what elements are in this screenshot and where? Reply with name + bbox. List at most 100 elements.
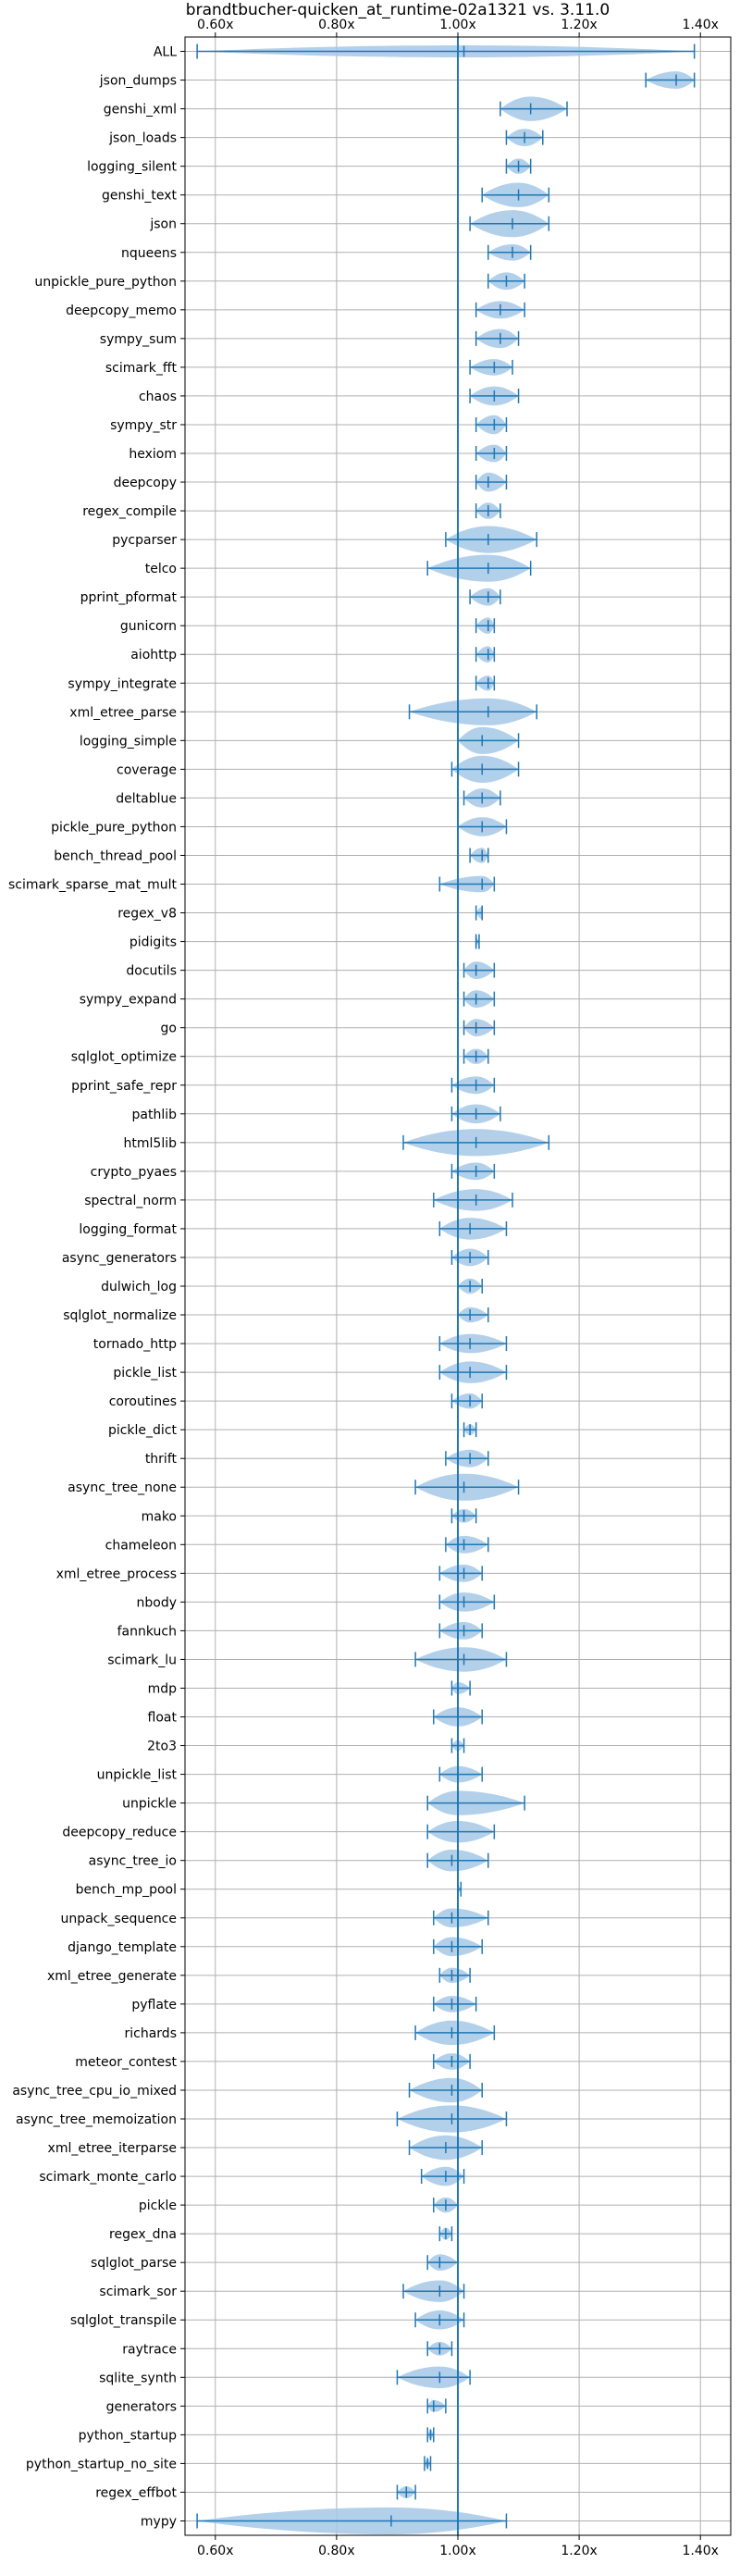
benchmark-label: mypy: [141, 2514, 177, 2529]
benchmark-label: pathlib: [132, 1108, 178, 1122]
benchmark-label: unpickle_list: [97, 1768, 178, 1783]
benchmark-label: pickle: [139, 2198, 177, 2213]
x-tick-label-top: 1.20x: [561, 18, 597, 32]
benchmark-label: json: [149, 217, 177, 232]
benchmark-label: scimark_sparse_mat_mult: [8, 878, 177, 893]
benchmark-label: telco: [145, 562, 177, 576]
benchmark-label: generators: [106, 2399, 177, 2414]
benchmark-label: deepcopy_memo: [66, 303, 177, 318]
benchmark-label: pickle_list: [113, 1366, 177, 1381]
x-tick-label-bottom: 1.00x: [439, 2544, 475, 2558]
benchmark-label: sympy_sum: [100, 332, 177, 347]
benchmark-label: pycparser: [112, 533, 177, 548]
benchmark-label: sqlglot_optimize: [71, 1050, 177, 1065]
benchmark-label: django_template: [68, 1940, 177, 1955]
x-tick-label-top: 0.80x: [318, 18, 354, 32]
benchmark-label: logging_format: [79, 1222, 177, 1237]
benchmark-label: sqlglot_normalize: [63, 1308, 177, 1323]
benchmark-label: genshi_xml: [104, 103, 177, 118]
benchmark-label: sqlglot_parse: [91, 2256, 177, 2271]
benchmark-label: chaos: [139, 390, 177, 404]
benchmark-label: xml_etree_process: [56, 1567, 177, 1581]
benchmark-label: unpack_sequence: [61, 1912, 177, 1926]
benchmark-label: 2to3: [147, 1740, 177, 1754]
benchmark-label: sympy_expand: [80, 993, 177, 1008]
benchmark-label: mako: [142, 1509, 177, 1524]
benchmark-label: coverage: [117, 762, 177, 777]
x-tick-label-bottom: 0.80x: [318, 2544, 354, 2558]
benchmark-label: raytrace: [122, 2342, 177, 2357]
benchmark-label: scimark_monte_carlo: [39, 2170, 177, 2185]
x-tick-label-bottom: 0.60x: [197, 2544, 233, 2558]
benchmark-label: sympy_integrate: [68, 676, 177, 691]
benchmark-label: go: [161, 1022, 177, 1036]
benchmark-label: aiohttp: [130, 648, 177, 663]
benchmark-label: regex_v8: [117, 907, 177, 922]
benchmark-label: tornado_http: [93, 1337, 177, 1352]
benchmark-label: html5lib: [124, 1136, 178, 1151]
benchmark-label: regex_dna: [109, 2227, 177, 2242]
benchmark-label: coroutines: [109, 1394, 177, 1409]
benchmark-label: async_tree_none: [68, 1480, 177, 1495]
benchmark-label: regex_compile: [82, 504, 177, 519]
x-tick-label-bottom: 1.20x: [561, 2544, 597, 2558]
x-tick-label-top: 1.40x: [682, 18, 718, 32]
label-layer: 0.60x 0.60x 0.80x 0.80x 1.00x 1.00x 1.20x 1.20x…: [8, 18, 719, 2558]
x-tick-label-top: 1.00x: [439, 18, 475, 32]
benchmark-label: sympy_str: [110, 418, 177, 433]
plot-frame: [184, 36, 732, 2536]
benchmark-label: sqlite_synth: [99, 2371, 177, 2385]
benchmark-label: unpickle_pure_python: [34, 275, 177, 290]
benchmark-label: pickle_dict: [108, 1423, 178, 1438]
benchmark-label: xml_etree_generate: [47, 1969, 177, 1984]
benchmark-label: nbody: [137, 1595, 178, 1610]
benchmark-label: float: [148, 1711, 178, 1726]
benchmark-label: sqlglot_transpile: [70, 2313, 177, 2328]
benchmark-label: regex_effbot: [95, 2485, 177, 2500]
benchmark-label: meteor_contest: [75, 2055, 177, 2070]
benchmark-label: pickle_pure_python: [51, 820, 177, 835]
violin-layer: [197, 45, 695, 2535]
benchmark-label: fannkuch: [117, 1624, 177, 1639]
benchmark-label: ALL: [154, 45, 177, 60]
x-tick-label-top: 0.60x: [197, 18, 233, 32]
benchmark-label: xml_etree_parse: [69, 705, 177, 720]
benchmark-label: json_dumps: [99, 74, 177, 89]
chart-title: brandtbucher-quicken_at_runtime-02a1321 …: [186, 1, 610, 19]
benchmark-label: hexiom: [129, 447, 177, 462]
benchmark-label: richards: [125, 2026, 178, 2041]
benchmark-label: scimark_fft: [105, 361, 178, 376]
benchmark-label: scimark_sor: [99, 2285, 177, 2299]
benchmark-label: python_startup_no_site: [26, 2457, 177, 2471]
benchmark-label: async_tree_memoization: [16, 2112, 177, 2127]
benchmark-label: gunicorn: [120, 619, 177, 634]
benchmark-label: dulwich_log: [101, 1280, 177, 1294]
benchmark-label: async_tree_cpu_io_mixed: [12, 2084, 177, 2099]
benchmark-label: logging_simple: [80, 734, 177, 749]
benchmark-label: json_loads: [108, 131, 177, 146]
benchmark-label: deepcopy_reduce: [62, 1826, 177, 1840]
benchmark-label: spectral_norm: [84, 1194, 177, 1208]
benchmark-label: pyflate: [131, 1998, 177, 2012]
benchmark-label: mdp: [148, 1681, 178, 1696]
benchmark-label: crypto_pyaes: [91, 1165, 177, 1180]
benchmark-label: docutils: [126, 964, 177, 979]
benchmark-label: bench_mp_pool: [76, 1883, 177, 1898]
benchmark-label: python_startup: [79, 2428, 177, 2443]
benchmark-label: genshi_text: [102, 189, 178, 204]
axis-layer: [180, 32, 732, 2540]
benchmark-label: thrift: [145, 1452, 178, 1467]
benchmark-label: pprint_safe_repr: [71, 1079, 177, 1094]
benchmark-label: unpickle: [122, 1797, 177, 1812]
benchmark-label: async_tree_io: [89, 1854, 177, 1869]
benchmark-label: async_generators: [62, 1251, 177, 1266]
benchmark-label: chameleon: [105, 1538, 177, 1553]
benchmark-label: nqueens: [121, 246, 177, 261]
benchmark-label: bench_thread_pool: [54, 848, 177, 863]
benchmark-label: deepcopy: [114, 476, 177, 490]
benchmark-label: logging_silent: [87, 160, 177, 175]
benchmark-label: scimark_lu: [107, 1653, 177, 1667]
benchmark-label: deltablue: [116, 791, 177, 806]
